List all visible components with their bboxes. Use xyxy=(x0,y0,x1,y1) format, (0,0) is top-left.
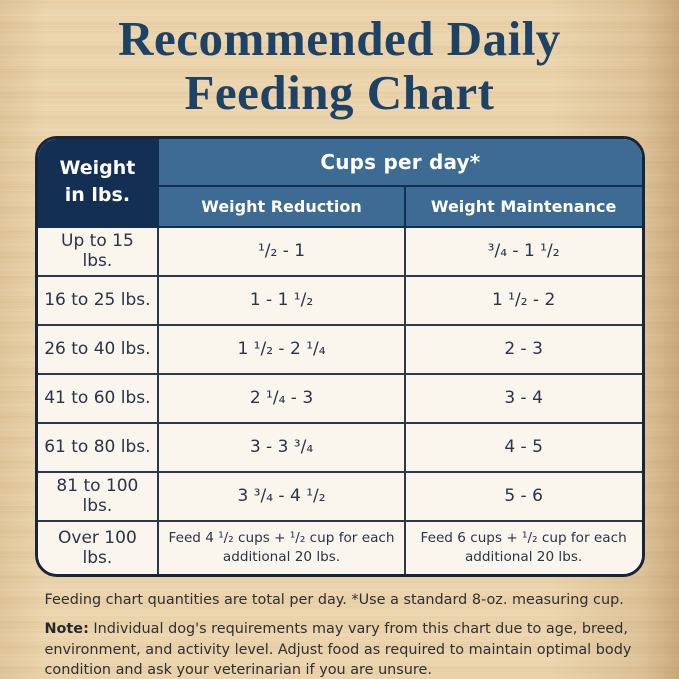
title-line-2: Feeding Chart xyxy=(184,64,495,120)
reduction-cell: ¹/₂ - 1 xyxy=(157,225,406,277)
footnotes-section: Feeding chart quantities are total per d… xyxy=(33,590,647,679)
note-label: Note: xyxy=(44,621,89,638)
reduction-cell: 3 ³/₄ - 4 ¹/₂ xyxy=(157,470,406,522)
table-row: 61 to 80 lbs. 3 - 3 ³/₄ 4 - 5 xyxy=(37,421,642,473)
reduction-cell: 2 ¹/₄ - 3 xyxy=(157,372,406,424)
table-row: Up to 15 lbs. ¹/₂ - 1 ³/₄ - 1 ¹/₂ xyxy=(37,225,642,277)
weight-cell: 61 to 80 lbs. xyxy=(37,421,160,473)
table-row: 26 to 40 lbs. 1 ¹/₂ - 2 ¹/₄ 2 - 3 xyxy=(37,323,642,375)
maintenance-cell: 5 - 6 xyxy=(403,470,642,522)
weight-cell: 81 to 100 lbs. xyxy=(37,470,160,522)
maintenance-cell: 1 ¹/₂ - 2 xyxy=(403,274,642,326)
feeding-chart-table: Weight in lbs. Cups per day* Weight Redu… xyxy=(34,135,645,577)
reduction-cell: Feed 4 ¹/₂ cups + ¹/₂ cup for each addit… xyxy=(157,519,406,574)
weight-cell: 26 to 40 lbs. xyxy=(37,323,160,375)
weight-cell: 41 to 60 lbs. xyxy=(37,372,160,424)
footnote-quantities: Feeding chart quantities are total per d… xyxy=(44,591,624,608)
title-line-1: Recommended Daily xyxy=(118,11,561,66)
maintenance-cell: Feed 6 cups + ¹/₂ cup for each additiona… xyxy=(403,519,642,574)
table-row: 81 to 100 lbs. 3 ³/₄ - 4 ¹/₂ 5 - 6 xyxy=(37,470,642,522)
cups-per-day-header: Cups per day* xyxy=(157,138,642,187)
weight-cell: Over 100 lbs. xyxy=(37,519,160,574)
weight-cell: 16 to 25 lbs. xyxy=(37,274,160,326)
column-header-weight-maintenance: Weight Maintenance xyxy=(403,184,642,228)
maintenance-cell: 4 - 5 xyxy=(403,421,642,473)
weight-header-line-2: in lbs. xyxy=(64,184,131,207)
maintenance-cell: ³/₄ - 1 ¹/₂ xyxy=(403,225,642,277)
reduction-cell: 1 - 1 ¹/₂ xyxy=(157,274,406,326)
page-title: Recommended Daily Feeding Chart xyxy=(0,12,679,120)
weight-cell: Up to 15 lbs. xyxy=(37,225,160,277)
header-row-columns: Weight Reduction Weight Maintenance xyxy=(38,184,642,228)
footnote-note: Note: Individual dog's requirements may … xyxy=(33,619,647,679)
reduction-cell: 1 ¹/₂ - 2 ¹/₄ xyxy=(157,323,406,375)
note-text: Individual dog's requirements may vary f… xyxy=(44,621,632,679)
maintenance-cell: 3 - 4 xyxy=(403,372,642,424)
weight-header-line-1: Weight xyxy=(59,156,136,179)
header-row-group: Weight in lbs. Cups per day* xyxy=(37,138,642,228)
feeding-table: Weight in lbs. Cups per day* Weight Redu… xyxy=(37,138,642,574)
weight-column-header: Weight in lbs. xyxy=(37,138,160,228)
column-header-weight-reduction: Weight Reduction xyxy=(157,184,406,228)
reduction-cell: 3 - 3 ³/₄ xyxy=(157,421,406,473)
table-row: 41 to 60 lbs. 2 ¹/₄ - 3 3 - 4 xyxy=(37,372,642,424)
maintenance-cell: 2 - 3 xyxy=(403,323,642,375)
table-row: Over 100 lbs. Feed 4 ¹/₂ cups + ¹/₂ cup … xyxy=(37,519,642,574)
table-row: 16 to 25 lbs. 1 - 1 ¹/₂ 1 ¹/₂ - 2 xyxy=(37,274,642,326)
